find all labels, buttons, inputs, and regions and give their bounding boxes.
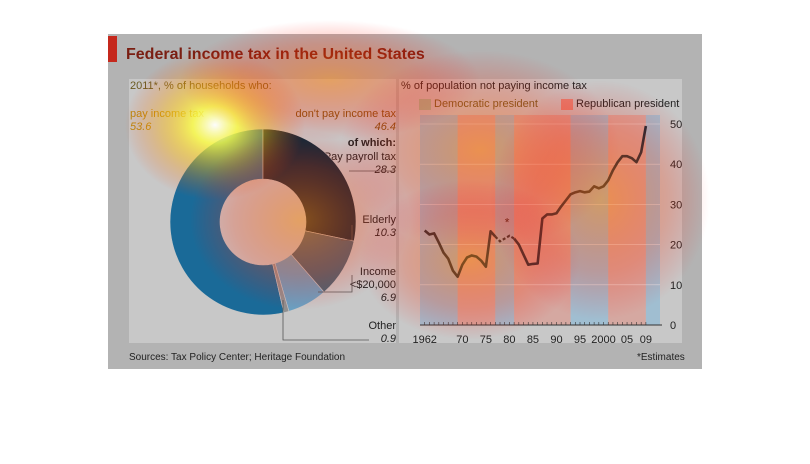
period-band-republican [608,115,646,325]
period-band-republican [457,115,496,325]
x-tick-label: 80 [503,334,515,346]
x-tick-label: 09 [640,334,652,346]
period-band-democratic [420,115,458,325]
x-tick-label: 05 [621,334,633,346]
x-tick-label: 70 [456,334,468,346]
estimate-marker: * [505,216,510,230]
estimates-note: *Estimates [637,352,685,363]
y-tick-label: 10 [670,280,682,292]
pie-slice-pay-payroll-tax [262,128,357,242]
y-tick-label: 30 [670,199,682,211]
x-tick-label: 95 [574,334,586,346]
x-tick-label: 1962 [412,334,436,346]
y-tick-label: 20 [670,240,682,252]
accent-bar [108,36,117,62]
x-tick-label: 85 [527,334,539,346]
x-tick-label: 2000 [591,334,615,346]
leader-line [282,300,369,341]
y-tick-label: 40 [670,159,682,171]
y-tick-label: 0 [670,320,676,332]
source-note: Sources: Tax Policy Center; Heritage Fou… [129,352,346,363]
x-tick-label: 75 [480,334,492,346]
period-band-democratic [645,115,660,325]
x-tick-label: 90 [550,334,562,346]
y-tick-label: 50 [670,119,682,131]
period-band-democratic [570,115,609,325]
